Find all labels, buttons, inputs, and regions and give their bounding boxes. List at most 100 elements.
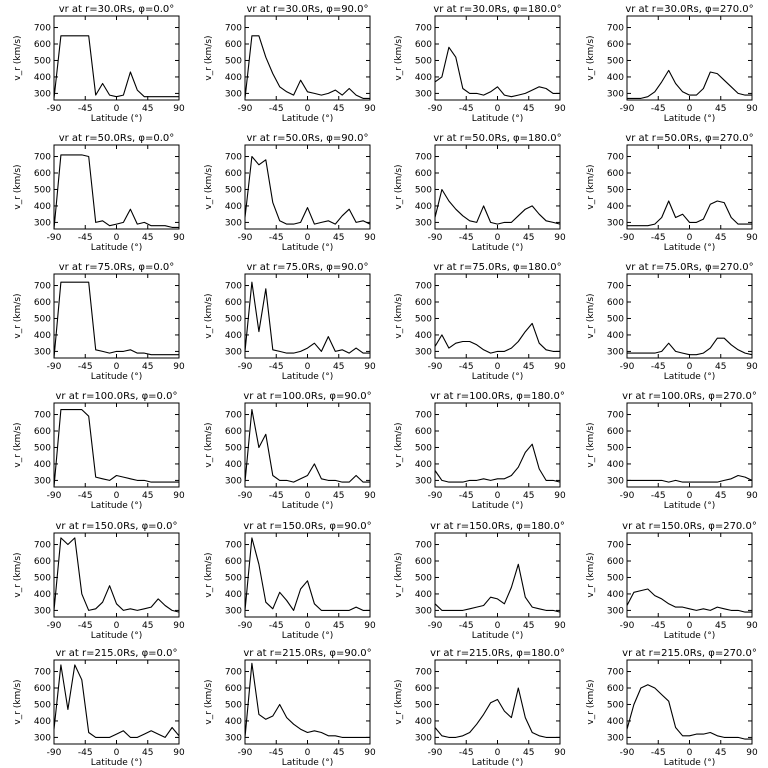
x-axis-label: Latitude (°) <box>472 501 523 511</box>
subplot-title: vr at r=100.0Rs, φ=0.0° <box>56 391 178 402</box>
x-tick-label: -90 <box>238 621 253 631</box>
subplot-title: vr at r=50.0Rs, φ=90.0° <box>247 133 369 144</box>
y-tick-label: 600 <box>607 427 624 437</box>
y-tick-label: 600 <box>607 169 624 179</box>
x-tick-label: -45 <box>459 233 474 243</box>
y-tick-label: 700 <box>607 668 624 678</box>
plot-frame <box>244 532 371 618</box>
x-tick-label: 0 <box>495 233 501 243</box>
x-tick-label: -90 <box>620 491 635 501</box>
subplot-20: vr at r=150.0Rs, φ=270.0° -90 -45 0 45 90 300 4… <box>586 521 758 641</box>
x-tick-label: -90 <box>47 233 62 243</box>
x-tick-label: -45 <box>269 748 284 758</box>
y-tick-label: 700 <box>415 24 432 34</box>
vr-series-line <box>244 35 370 99</box>
y-tick-label: 700 <box>225 24 242 34</box>
x-tick-label: 0 <box>687 104 693 114</box>
y-tick-label: 700 <box>225 153 242 163</box>
x-tick-label: -45 <box>651 362 666 372</box>
x-tick-label: -90 <box>620 104 635 114</box>
x-axis-label: Latitude (°) <box>664 501 715 511</box>
y-tick-label: 300 <box>34 733 51 743</box>
x-tick-label: -90 <box>47 104 62 114</box>
y-tick-label: 400 <box>607 460 624 470</box>
x-axis-label: Latitude (°) <box>282 114 333 124</box>
subplot-4: vr at r=30.0Rs, φ=270.0° -90 -45 0 45 90 300 40… <box>586 4 758 124</box>
vr-series-line <box>244 537 370 611</box>
vr-series-line <box>53 409 179 488</box>
plot-frame <box>244 659 371 745</box>
subplot-19: vr at r=150.0Rs, φ=180.0° -90 -45 0 45 90 300 4… <box>394 521 566 641</box>
x-tick-label: -90 <box>47 362 62 372</box>
x-tick-label: 90 <box>554 491 566 501</box>
y-tick-label: 500 <box>607 56 624 66</box>
y-tick-label: 600 <box>34 557 51 567</box>
subplot-title: vr at r=100.0Rs, φ=180.0° <box>430 391 565 402</box>
x-tick-label: 90 <box>364 362 376 372</box>
vr-series-line <box>626 684 752 740</box>
y-axis-label: v_r (km/s) <box>586 35 596 80</box>
y-tick-label: 600 <box>225 169 242 179</box>
x-tick-label: 45 <box>333 233 344 243</box>
y-tick-label: 500 <box>415 443 432 453</box>
vr-series-line <box>434 563 561 613</box>
y-tick-label: 600 <box>607 684 624 694</box>
y-tick-label: 700 <box>34 24 51 34</box>
x-tick-label: 45 <box>523 104 534 114</box>
y-tick-label: 700 <box>607 282 624 292</box>
x-tick-label: 90 <box>364 104 376 114</box>
y-tick-label: 700 <box>415 411 432 421</box>
y-tick-label: 500 <box>225 314 242 324</box>
x-tick-label: 45 <box>142 233 153 243</box>
x-tick-label: -90 <box>238 233 253 243</box>
x-tick-label: 0 <box>305 491 311 501</box>
y-tick-label: 400 <box>225 717 242 727</box>
x-tick-label: 45 <box>142 104 153 114</box>
y-tick-label: 600 <box>607 40 624 50</box>
y-tick-label: 400 <box>34 202 51 212</box>
vr-series-line <box>626 588 752 613</box>
y-tick-label: 500 <box>225 443 242 453</box>
x-tick-label: 0 <box>687 491 693 501</box>
subplot-title: vr at r=75.0Rs, φ=0.0° <box>59 262 175 273</box>
x-tick-label: -90 <box>47 491 62 501</box>
x-tick-label: 0 <box>495 491 501 501</box>
x-tick-label: 45 <box>715 621 726 631</box>
x-axis-label: Latitude (°) <box>472 114 523 124</box>
x-tick-label: -90 <box>620 233 635 243</box>
y-axis-label: v_r (km/s) <box>204 164 214 209</box>
y-tick-label: 300 <box>225 89 242 99</box>
subplot-17: vr at r=150.0Rs, φ=0.0° -90 -45 0 45 90 300 400… <box>13 521 185 641</box>
vr-series-line <box>627 474 753 483</box>
y-tick-label: 500 <box>415 314 432 324</box>
y-tick-label: 300 <box>34 347 51 357</box>
x-tick-label: -90 <box>238 491 253 501</box>
y-tick-label: 500 <box>415 56 432 66</box>
y-tick-label: 400 <box>34 331 51 341</box>
y-axis-label: v_r (km/s) <box>394 422 404 467</box>
subplot-7: vr at r=50.0Rs, φ=180.0° -90 -45 0 45 90 300 40… <box>394 133 566 253</box>
y-tick-label: 400 <box>225 331 242 341</box>
x-tick-label: -90 <box>620 621 635 631</box>
x-tick-label: -45 <box>78 233 93 243</box>
subplot-title: vr at r=30.0Rs, φ=180.0° <box>433 4 561 15</box>
vr-series-line <box>53 537 180 613</box>
y-axis-label: v_r (km/s) <box>204 35 214 80</box>
y-tick-label: 700 <box>607 153 624 163</box>
subplot-6: vr at r=50.0Rs, φ=90.0° -90 -45 0 45 90 300 400… <box>204 133 376 253</box>
x-tick-label: 90 <box>554 362 566 372</box>
x-tick-label: 0 <box>305 362 311 372</box>
subplot-title: vr at r=75.0Rs, φ=270.0° <box>625 262 753 273</box>
x-tick-label: 45 <box>715 233 726 243</box>
x-tick-label: 90 <box>554 621 566 631</box>
y-tick-label: 600 <box>34 427 51 437</box>
x-tick-label: 0 <box>687 233 693 243</box>
x-tick-label: 45 <box>333 621 344 631</box>
x-tick-label: 0 <box>114 748 120 758</box>
x-tick-label: 0 <box>114 233 120 243</box>
vr-series-line <box>434 322 560 354</box>
y-tick-label: 600 <box>225 427 242 437</box>
subplot-8: vr at r=50.0Rs, φ=270.0° -90 -45 0 45 90 300 40… <box>586 133 758 253</box>
plot-frame <box>626 15 753 101</box>
subplot-14: vr at r=100.0Rs, φ=90.0° -90 -45 0 45 90 300 40… <box>204 391 376 511</box>
